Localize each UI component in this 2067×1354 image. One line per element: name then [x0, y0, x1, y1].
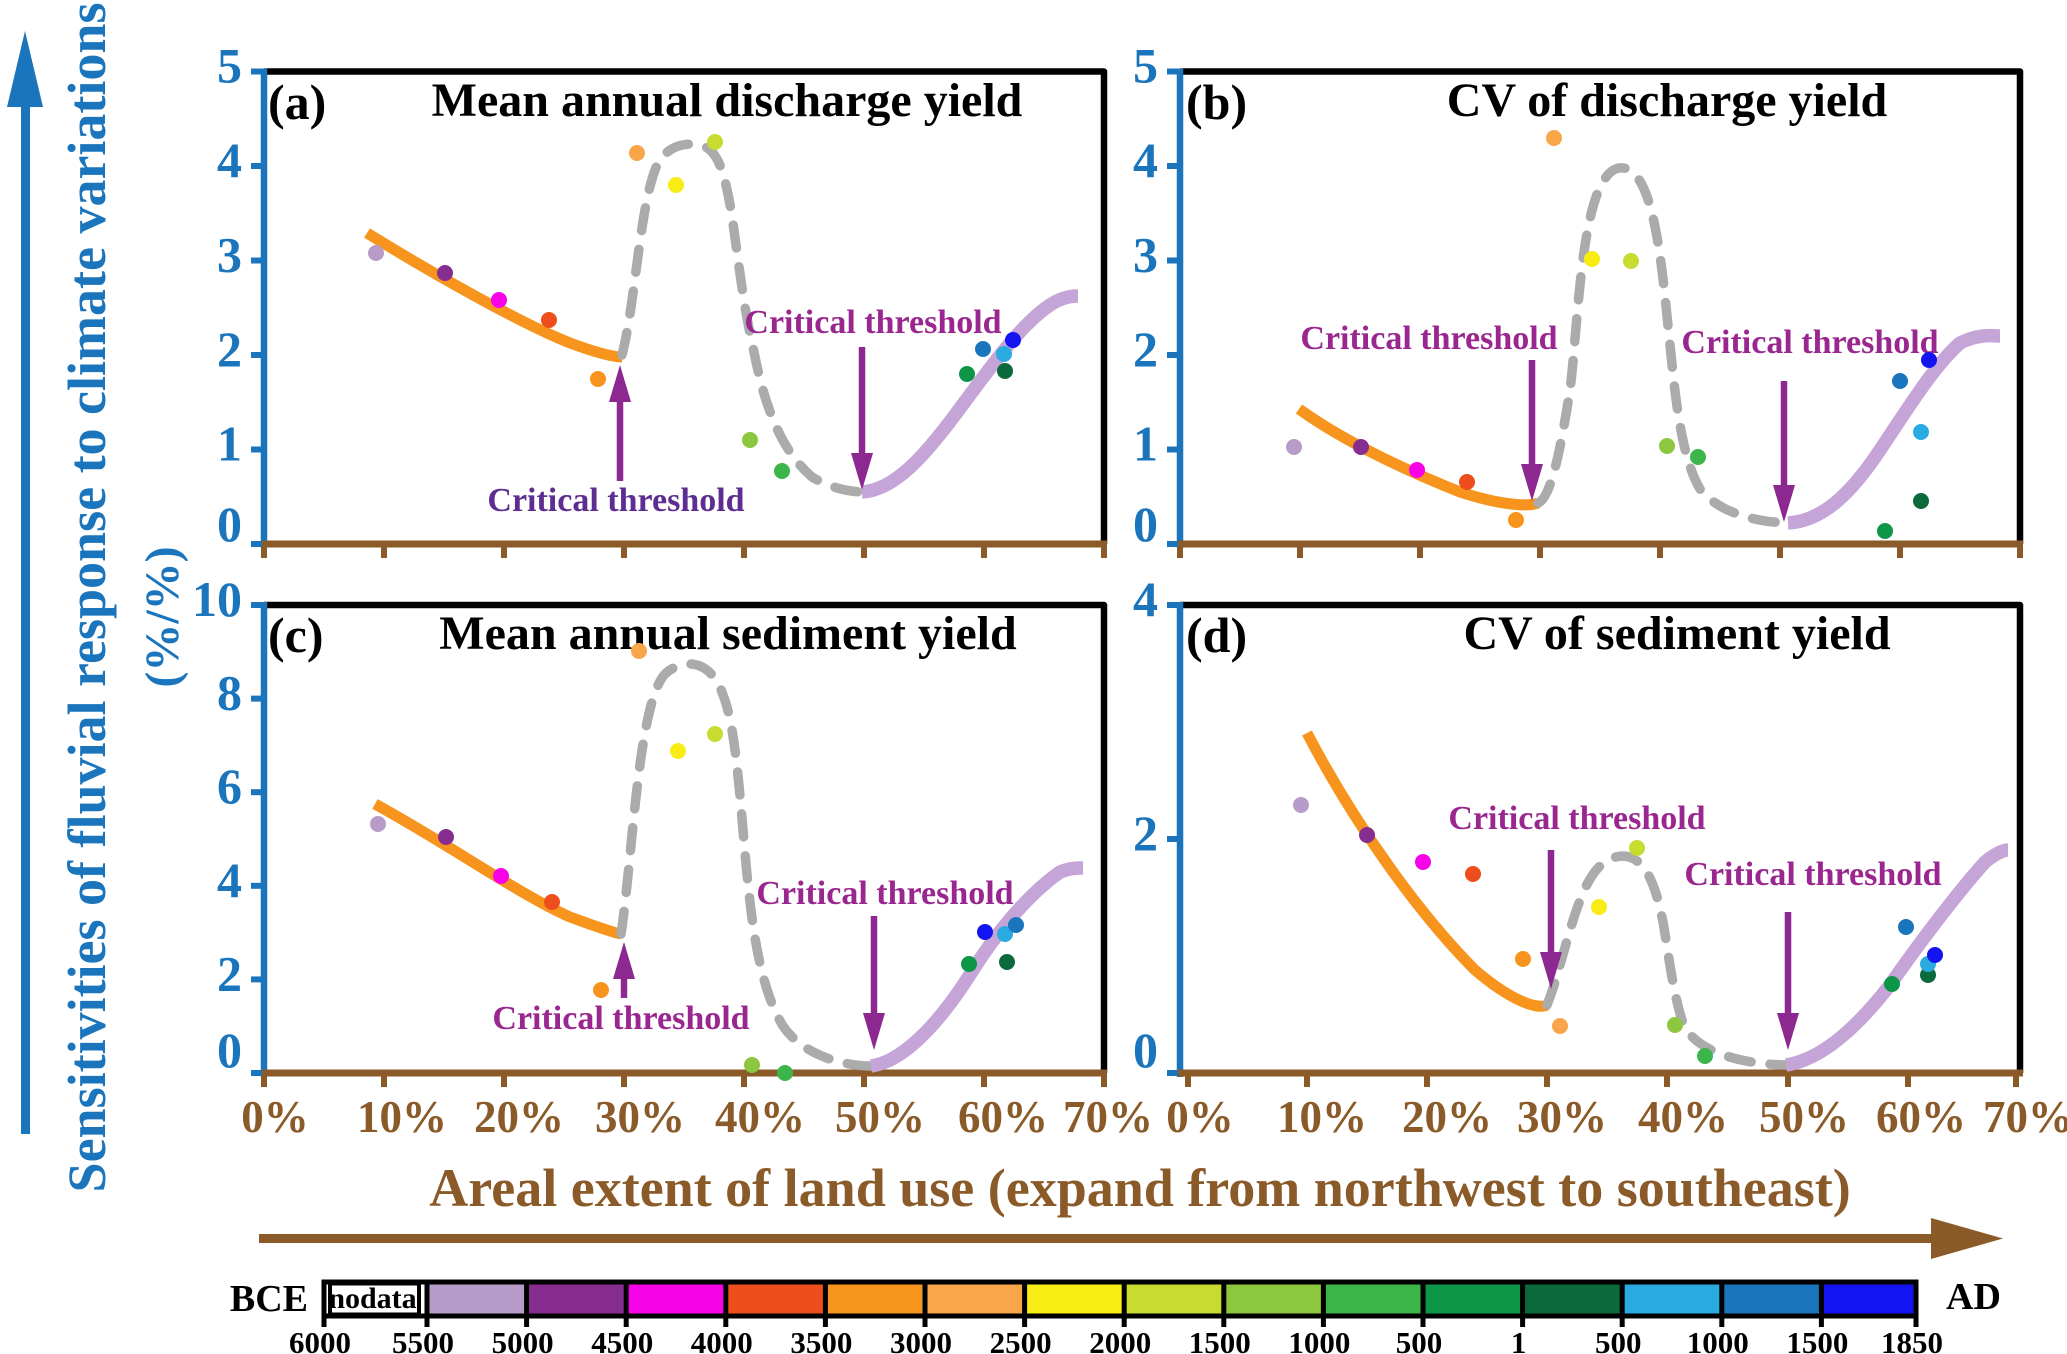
- svg-text:Critical threshold: Critical threshold: [1448, 800, 1705, 837]
- svg-text:(a): (a): [268, 74, 326, 130]
- svg-text:6000: 6000: [289, 1325, 351, 1354]
- svg-text:2: 2: [1133, 321, 1158, 377]
- svg-text:5: 5: [1133, 38, 1158, 94]
- svg-text:Mean annual discharge yield: Mean annual discharge yield: [432, 74, 1023, 127]
- svg-text:Critical threshold: Critical threshold: [1681, 324, 1938, 361]
- svg-text:30%: 30%: [595, 1092, 685, 1142]
- svg-text:CV of sediment yield: CV of sediment yield: [1463, 607, 1890, 660]
- svg-text:0: 0: [217, 496, 242, 552]
- svg-text:40%: 40%: [1638, 1092, 1728, 1142]
- svg-text:10: 10: [192, 571, 242, 627]
- svg-text:1000: 1000: [1687, 1325, 1749, 1354]
- svg-text:500: 500: [1595, 1325, 1642, 1354]
- svg-text:Critical threshold: Critical threshold: [756, 875, 1013, 912]
- svg-text:30%: 30%: [1517, 1092, 1607, 1142]
- svg-text:60%: 60%: [958, 1092, 1048, 1142]
- svg-text:70%: 70%: [1983, 1092, 2067, 1142]
- svg-text:1: 1: [1133, 416, 1158, 472]
- svg-text:10%: 10%: [357, 1092, 447, 1142]
- svg-text:2: 2: [217, 945, 242, 1001]
- svg-text:3000: 3000: [890, 1325, 952, 1354]
- svg-text:(d): (d): [1186, 607, 1247, 663]
- svg-text:4: 4: [217, 852, 242, 908]
- svg-text:0%: 0%: [1166, 1092, 1234, 1142]
- svg-text:(c): (c): [268, 607, 324, 663]
- svg-text:50%: 50%: [1759, 1092, 1849, 1142]
- svg-text:3: 3: [1133, 227, 1158, 283]
- svg-text:4500: 4500: [591, 1325, 653, 1354]
- svg-text:5000: 5000: [492, 1325, 554, 1354]
- svg-text:1850: 1850: [1881, 1325, 1943, 1354]
- svg-text:4: 4: [1133, 132, 1158, 188]
- svg-text:Critical threshold: Critical threshold: [1684, 856, 1941, 893]
- svg-text:4: 4: [217, 132, 242, 188]
- svg-text:AD: AD: [1946, 1276, 2001, 1318]
- svg-text:10%: 10%: [1277, 1092, 1367, 1142]
- svg-text:1500: 1500: [1189, 1325, 1251, 1354]
- svg-text:0: 0: [1133, 1022, 1158, 1078]
- svg-text:Areal extent of land use (expa: Areal extent of land use (expand from no…: [429, 1158, 1850, 1218]
- svg-text:Sensitivities of fluvial respo: Sensitivities of fluvial response to cli…: [57, 3, 117, 1193]
- svg-text:4: 4: [1133, 571, 1158, 627]
- svg-text:CV of discharge yield: CV of discharge yield: [1447, 74, 1888, 127]
- svg-text:2: 2: [1133, 805, 1158, 861]
- svg-text:1: 1: [1511, 1325, 1527, 1354]
- svg-text:(b): (b): [1186, 74, 1247, 130]
- svg-text:BCE: BCE: [230, 1278, 308, 1320]
- svg-text:nodata: nodata: [328, 1282, 416, 1315]
- svg-text:1000: 1000: [1288, 1325, 1350, 1354]
- svg-text:1500: 1500: [1786, 1325, 1848, 1354]
- svg-text:0: 0: [1133, 496, 1158, 552]
- svg-text:500: 500: [1396, 1325, 1443, 1354]
- svg-text:Critical threshold: Critical threshold: [487, 482, 744, 519]
- svg-text:20%: 20%: [1402, 1092, 1492, 1142]
- svg-text:Mean annual sediment yield: Mean annual sediment yield: [439, 607, 1017, 660]
- svg-text:8: 8: [217, 665, 242, 721]
- svg-text:0: 0: [217, 1022, 242, 1078]
- svg-text:50%: 50%: [835, 1092, 925, 1142]
- svg-text:5: 5: [217, 38, 242, 94]
- svg-text:2: 2: [217, 321, 242, 377]
- svg-text:(%/%): (%/%): [136, 546, 189, 687]
- svg-text:Critical threshold: Critical threshold: [744, 304, 1001, 341]
- svg-text:70%: 70%: [1063, 1092, 1153, 1142]
- svg-text:60%: 60%: [1876, 1092, 1966, 1142]
- svg-text:5500: 5500: [392, 1325, 454, 1354]
- svg-text:4000: 4000: [691, 1325, 753, 1354]
- svg-text:3: 3: [217, 227, 242, 283]
- svg-text:0%: 0%: [241, 1092, 309, 1142]
- svg-text:2000: 2000: [1089, 1325, 1151, 1354]
- svg-text:1: 1: [217, 416, 242, 472]
- svg-text:20%: 20%: [474, 1092, 564, 1142]
- svg-text:40%: 40%: [715, 1092, 805, 1142]
- svg-text:Critical threshold: Critical threshold: [1300, 320, 1557, 357]
- svg-text:6: 6: [217, 758, 242, 814]
- svg-text:2500: 2500: [990, 1325, 1052, 1354]
- svg-text:3500: 3500: [790, 1325, 852, 1354]
- svg-text:Critical threshold: Critical threshold: [492, 1000, 749, 1037]
